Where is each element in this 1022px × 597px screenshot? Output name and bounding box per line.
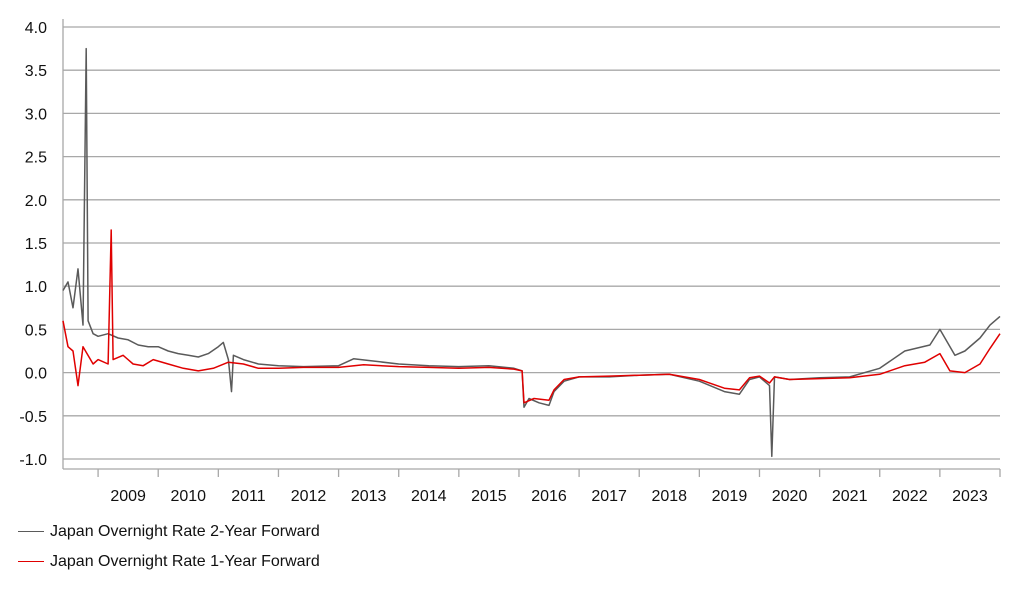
y-tick-label: 0.0	[25, 366, 47, 383]
y-tick-label: 3.5	[25, 63, 47, 80]
y-tick-label: 1.5	[25, 236, 47, 253]
series-line-2y	[62, 47, 1001, 458]
x-tick-label: 2015	[471, 488, 507, 505]
x-tick-label: 2022	[892, 488, 928, 505]
x-tick-label: 2020	[772, 488, 808, 505]
legend-label-2y: Japan Overnight Rate 2-Year Forward	[50, 523, 320, 540]
y-tick-label: 1.0	[25, 279, 47, 296]
x-tick-label: 2009	[110, 488, 146, 505]
x-tick-label: 2010	[170, 488, 206, 505]
legend-label-1y: Japan Overnight Rate 1-Year Forward	[50, 553, 320, 570]
grid-layer	[63, 26, 1000, 460]
y-tick-label: 3.0	[25, 106, 47, 123]
x-tick-label: 2018	[651, 488, 687, 505]
y-tick-label: 0.5	[25, 322, 47, 339]
x-tick-label: 2013	[351, 488, 387, 505]
series-layer	[62, 47, 1001, 458]
x-tick-label: 2021	[832, 488, 868, 505]
legend-item-2y: Japan Overnight Rate 2-Year Forward	[18, 523, 320, 541]
y-tick-label: 4.0	[25, 20, 47, 37]
x-tick-label: 2023	[952, 488, 988, 505]
x-tick-label: 2012	[291, 488, 327, 505]
x-tick-label: 2019	[712, 488, 748, 505]
y-tick-label: 2.0	[25, 193, 47, 210]
x-tick-label: 2011	[231, 488, 266, 505]
legend-swatch-1y	[18, 560, 44, 562]
y-tick-label: 2.5	[25, 150, 47, 167]
y-tick-label: -1.0	[19, 452, 47, 469]
x-tick-label: 2016	[531, 488, 567, 505]
x-tick-label: 2017	[591, 488, 627, 505]
series-line-1y	[62, 229, 1001, 404]
y-tick-label: -0.5	[19, 409, 47, 426]
x-tick-label: 2014	[411, 488, 447, 505]
axis-layer: 4.0 3.5 3.0 2.5 2.0 1.5 1.0 0.5 0.0 -0.5 -1.0 2009 2…	[19, 19, 1001, 505]
legend-item-1y: Japan Overnight Rate 1-Year Forward	[18, 553, 320, 571]
legend-swatch-2y	[18, 530, 44, 532]
